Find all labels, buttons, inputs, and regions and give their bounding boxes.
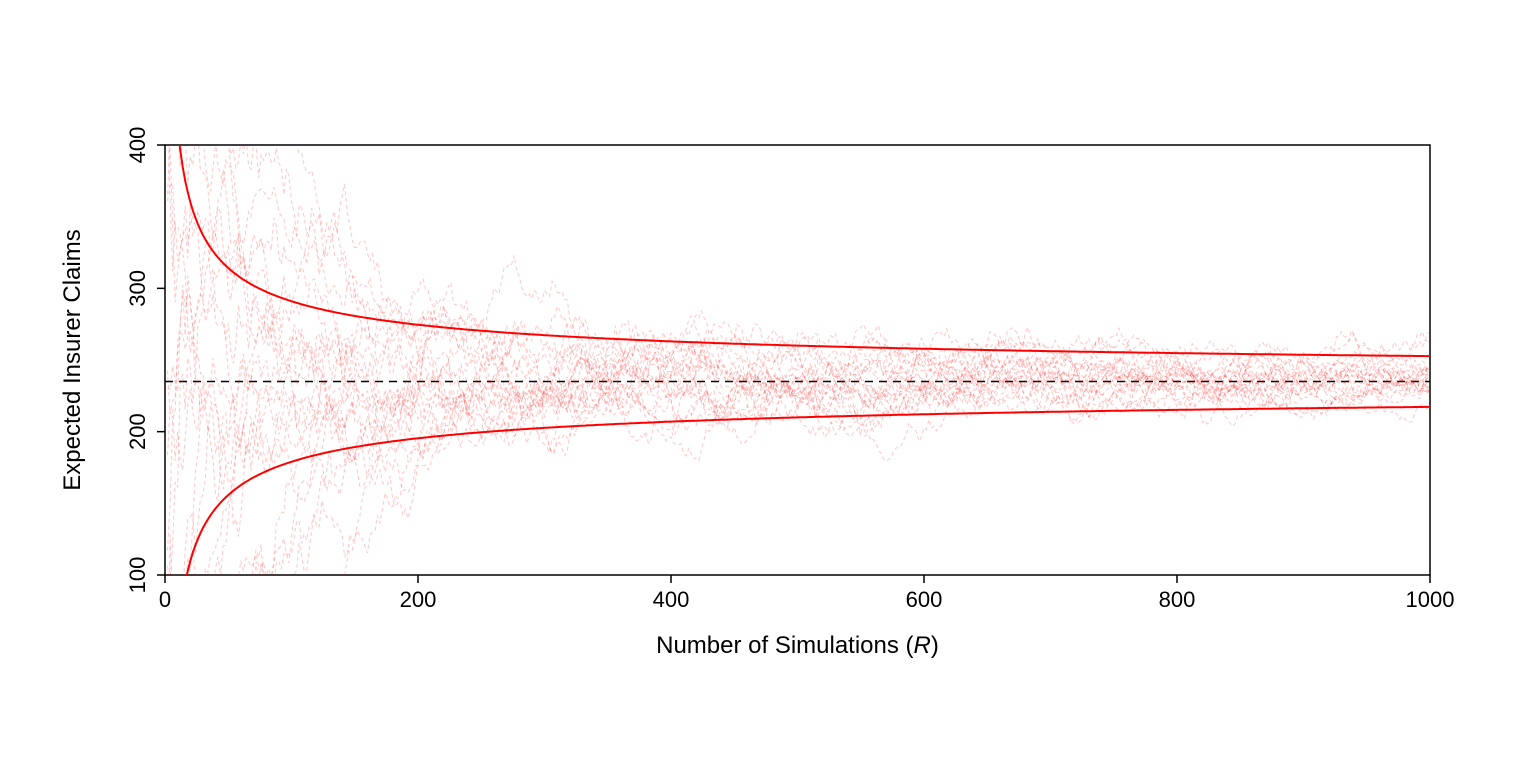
x-tick-label: 200	[400, 587, 437, 612]
x-tick-label: 1000	[1406, 587, 1455, 612]
x-tick-label: 0	[159, 587, 171, 612]
x-tick-label: 600	[906, 587, 943, 612]
y-tick-label: 100	[125, 557, 150, 594]
y-tick-label: 400	[125, 127, 150, 164]
x-tick-label: 800	[1159, 587, 1196, 612]
convergence-chart: 0 200 400 600 800 1000 100 200 300 400 Number of S…	[0, 0, 1536, 768]
x-tick-label: 400	[653, 587, 690, 612]
y-tick-label: 200	[125, 413, 150, 450]
y-tick-label: 300	[125, 270, 150, 307]
x-axis-label: Number of Simulations (R)	[656, 632, 939, 659]
y-axis-label: Expected Insurer Claims	[59, 229, 86, 490]
